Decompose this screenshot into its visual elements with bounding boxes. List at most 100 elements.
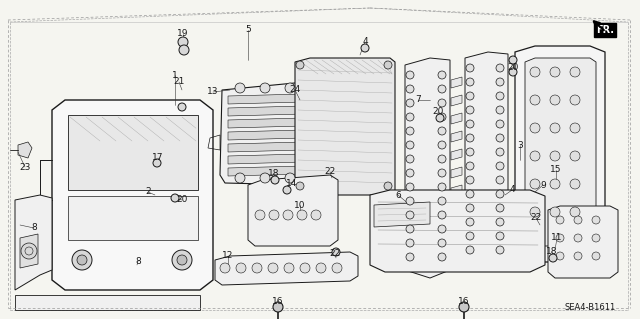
Text: 13: 13 xyxy=(207,87,219,97)
Circle shape xyxy=(556,216,564,224)
Text: 22: 22 xyxy=(324,167,335,176)
Circle shape xyxy=(269,210,279,220)
Polygon shape xyxy=(220,82,310,185)
Circle shape xyxy=(235,83,245,93)
Text: 4: 4 xyxy=(362,38,368,47)
Circle shape xyxy=(406,211,414,219)
Bar xyxy=(150,230,161,239)
Circle shape xyxy=(550,151,560,161)
Circle shape xyxy=(438,71,446,79)
Circle shape xyxy=(466,64,474,72)
Circle shape xyxy=(496,134,504,142)
Circle shape xyxy=(530,179,540,189)
Circle shape xyxy=(235,173,245,183)
Polygon shape xyxy=(451,239,462,250)
Polygon shape xyxy=(228,130,303,140)
Bar xyxy=(90,217,101,226)
Circle shape xyxy=(550,207,560,217)
Circle shape xyxy=(466,190,474,198)
Circle shape xyxy=(297,210,307,220)
Circle shape xyxy=(574,234,582,242)
Text: 8: 8 xyxy=(31,224,37,233)
Circle shape xyxy=(550,95,560,105)
Circle shape xyxy=(72,250,92,270)
Bar xyxy=(120,230,131,239)
Polygon shape xyxy=(68,196,198,240)
Text: 9: 9 xyxy=(540,181,546,189)
Bar xyxy=(105,230,116,239)
Text: 15: 15 xyxy=(550,166,562,174)
Circle shape xyxy=(570,67,580,77)
Circle shape xyxy=(220,263,230,273)
Polygon shape xyxy=(525,58,596,246)
Polygon shape xyxy=(405,58,450,278)
Circle shape xyxy=(438,127,446,135)
Circle shape xyxy=(260,173,270,183)
Text: 23: 23 xyxy=(19,162,31,172)
Circle shape xyxy=(509,68,517,76)
Text: 20: 20 xyxy=(508,63,518,72)
Bar xyxy=(150,217,161,226)
Bar xyxy=(150,204,161,213)
Bar xyxy=(135,217,146,226)
Polygon shape xyxy=(451,185,462,196)
Circle shape xyxy=(438,225,446,233)
Circle shape xyxy=(236,263,246,273)
Circle shape xyxy=(273,302,283,312)
Circle shape xyxy=(496,106,504,114)
Circle shape xyxy=(592,234,600,242)
Polygon shape xyxy=(451,95,462,106)
Circle shape xyxy=(466,92,474,100)
Text: 16: 16 xyxy=(458,296,470,306)
Circle shape xyxy=(384,61,392,69)
Circle shape xyxy=(466,106,474,114)
Circle shape xyxy=(300,263,310,273)
Circle shape xyxy=(556,252,564,260)
Circle shape xyxy=(406,113,414,121)
Polygon shape xyxy=(451,203,462,214)
Text: 18: 18 xyxy=(547,248,557,256)
Circle shape xyxy=(438,155,446,163)
Circle shape xyxy=(496,190,504,198)
Circle shape xyxy=(466,218,474,226)
Bar xyxy=(90,230,101,239)
Text: 21: 21 xyxy=(173,78,185,86)
Circle shape xyxy=(311,210,321,220)
Circle shape xyxy=(570,123,580,133)
Circle shape xyxy=(21,243,37,259)
Polygon shape xyxy=(15,195,52,290)
Circle shape xyxy=(296,61,304,69)
Polygon shape xyxy=(68,115,198,190)
Polygon shape xyxy=(228,94,303,104)
Text: 4: 4 xyxy=(509,186,515,195)
Bar xyxy=(390,248,408,258)
Circle shape xyxy=(438,183,446,191)
Circle shape xyxy=(438,85,446,93)
Bar xyxy=(165,204,176,213)
Circle shape xyxy=(283,210,293,220)
Circle shape xyxy=(466,162,474,170)
Circle shape xyxy=(179,45,189,55)
Bar xyxy=(165,217,176,226)
Circle shape xyxy=(438,211,446,219)
Bar xyxy=(105,217,116,226)
Circle shape xyxy=(332,263,342,273)
Bar xyxy=(465,248,483,258)
Circle shape xyxy=(283,186,291,194)
Text: 10: 10 xyxy=(294,201,306,210)
Bar xyxy=(75,204,86,213)
Text: 5: 5 xyxy=(245,26,251,34)
Circle shape xyxy=(178,103,186,111)
Circle shape xyxy=(466,176,474,184)
Polygon shape xyxy=(548,206,618,278)
Bar xyxy=(135,230,146,239)
Circle shape xyxy=(530,95,540,105)
Circle shape xyxy=(496,120,504,128)
Circle shape xyxy=(496,78,504,86)
Bar xyxy=(440,248,458,258)
Circle shape xyxy=(438,141,446,149)
Text: FR.: FR. xyxy=(596,25,614,35)
Circle shape xyxy=(549,254,557,262)
Circle shape xyxy=(556,234,564,242)
Circle shape xyxy=(438,169,446,177)
